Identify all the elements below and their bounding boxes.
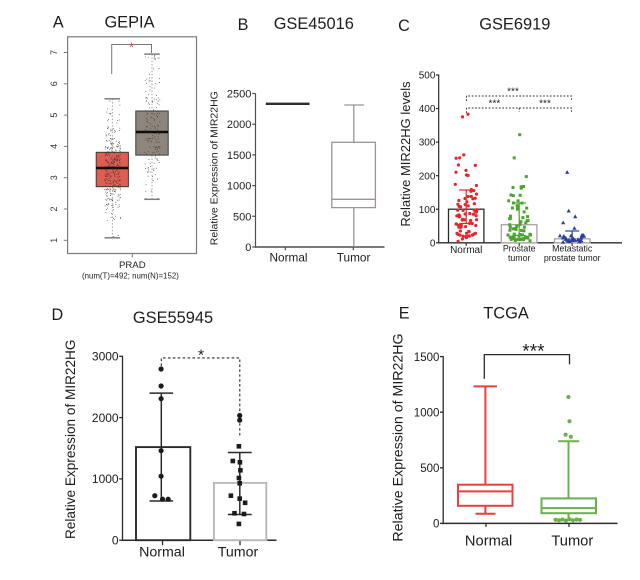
- svg-text:***: ***: [507, 86, 519, 97]
- svg-text:D: D: [52, 306, 64, 324]
- svg-text:Tumor: Tumor: [551, 533, 593, 549]
- svg-text:4: 4: [49, 144, 59, 149]
- svg-text:200: 200: [419, 171, 436, 182]
- svg-text:TCGA: TCGA: [483, 305, 529, 323]
- svg-text:***: ***: [539, 99, 551, 110]
- svg-text:0: 0: [112, 534, 119, 548]
- svg-text:prostate tumor: prostate tumor: [544, 253, 601, 263]
- svg-text:5: 5: [49, 113, 59, 118]
- svg-text:400: 400: [419, 104, 436, 115]
- svg-text:500: 500: [419, 71, 436, 82]
- svg-text:1000: 1000: [414, 407, 440, 419]
- svg-text:300: 300: [419, 138, 436, 149]
- svg-text:Tumor: Tumor: [218, 545, 259, 561]
- svg-text:1500: 1500: [227, 150, 251, 162]
- svg-text:500: 500: [420, 463, 439, 475]
- svg-text:7: 7: [49, 50, 59, 55]
- svg-text:1: 1: [49, 238, 59, 243]
- svg-text:GEPIA: GEPIA: [104, 14, 154, 32]
- svg-text:***: ***: [522, 342, 545, 363]
- svg-text:0: 0: [433, 519, 439, 531]
- svg-text:C: C: [398, 17, 410, 35]
- svg-text:E: E: [399, 305, 410, 323]
- svg-text:1500: 1500: [414, 352, 440, 364]
- svg-text:3: 3: [49, 175, 59, 180]
- svg-text:100: 100: [419, 205, 436, 216]
- svg-text:GSE55945: GSE55945: [133, 309, 213, 327]
- svg-text:2: 2: [49, 206, 59, 211]
- svg-text:Normal: Normal: [465, 533, 512, 549]
- svg-text:1000: 1000: [227, 181, 251, 193]
- svg-text:(num(T)=492; num(N)=152): (num(T)=492; num(N)=152): [82, 272, 179, 281]
- svg-text:Prostate: Prostate: [503, 244, 536, 254]
- svg-text:2000: 2000: [92, 411, 119, 425]
- svg-text:Relative MIR22HG levels: Relative MIR22HG levels: [398, 81, 413, 227]
- svg-text:*: *: [129, 40, 134, 54]
- svg-text:1000: 1000: [92, 472, 119, 486]
- svg-text:GSE45016: GSE45016: [274, 15, 354, 33]
- svg-text:500: 500: [233, 211, 251, 223]
- svg-text:Tumor: Tumor: [337, 251, 371, 265]
- svg-text:GSE6919: GSE6919: [479, 16, 550, 34]
- svg-text:tumor: tumor: [508, 253, 531, 263]
- svg-text:Relative Expression of MIR22HG: Relative Expression of MIR22HG: [63, 340, 78, 539]
- svg-text:0: 0: [430, 238, 436, 249]
- svg-text:Metastatic: Metastatic: [552, 244, 593, 254]
- svg-text:B: B: [238, 16, 249, 34]
- svg-text:PRAD: PRAD: [119, 260, 146, 271]
- svg-text:Normal: Normal: [450, 245, 482, 256]
- svg-text:3000: 3000: [92, 350, 119, 364]
- svg-text:2000: 2000: [227, 119, 251, 131]
- svg-text:Relative Expression of MIR22HG: Relative Expression of MIR22HG: [391, 333, 407, 541]
- svg-text:6: 6: [49, 81, 59, 86]
- svg-text:*: *: [198, 347, 204, 364]
- svg-text:***: ***: [489, 99, 501, 110]
- svg-text:Normal: Normal: [269, 251, 307, 265]
- svg-text:2500: 2500: [227, 89, 251, 101]
- svg-text:A: A: [53, 14, 64, 32]
- svg-text:Relative Expression of MIR22HG: Relative Expression of MIR22HG: [209, 91, 221, 245]
- svg-text:0: 0: [245, 242, 251, 254]
- svg-text:Normal: Normal: [139, 545, 185, 561]
